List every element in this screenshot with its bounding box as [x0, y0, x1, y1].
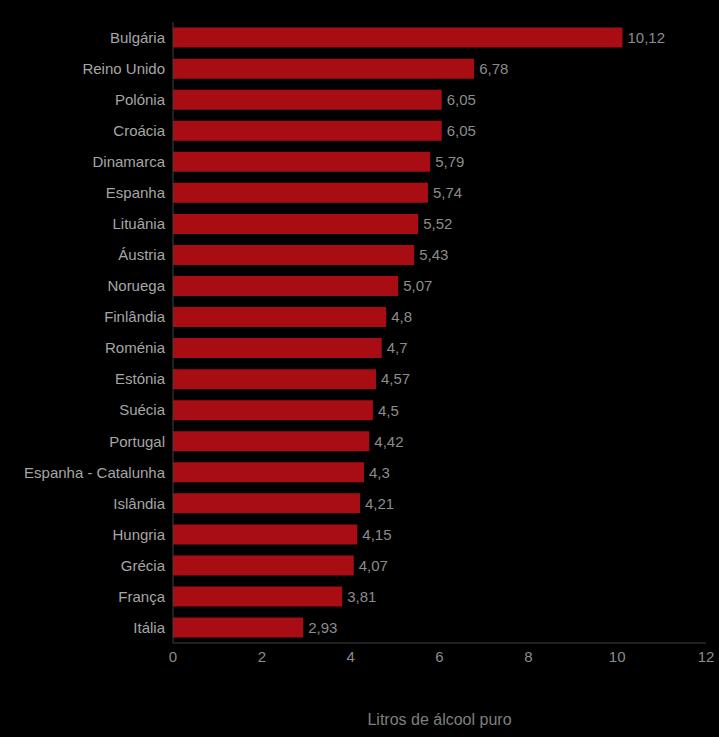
svg-text:6,05: 6,05 [447, 122, 476, 139]
svg-text:Estónia: Estónia [115, 370, 166, 387]
svg-text:Finlândia: Finlândia [104, 308, 166, 325]
svg-text:4,8: 4,8 [391, 308, 412, 325]
svg-text:Noruega: Noruega [107, 277, 165, 294]
svg-text:5,74: 5,74 [433, 184, 462, 201]
svg-text:Islândia: Islândia [113, 495, 165, 512]
svg-text:França: França [118, 588, 165, 605]
svg-text:0: 0 [169, 648, 177, 665]
svg-text:Reino Unido: Reino Unido [82, 60, 165, 77]
svg-text:4,07: 4,07 [359, 557, 388, 574]
svg-text:4,3: 4,3 [369, 464, 390, 481]
svg-text:Hungria: Hungria [112, 526, 165, 543]
svg-text:Portugal: Portugal [109, 433, 165, 450]
svg-text:4,15: 4,15 [362, 526, 391, 543]
svg-text:Litros de álcool puro: Litros de álcool puro [367, 711, 511, 728]
svg-text:Grécia: Grécia [121, 557, 166, 574]
svg-text:4,57: 4,57 [381, 370, 410, 387]
svg-text:Roménia: Roménia [105, 339, 166, 356]
svg-text:10: 10 [609, 648, 626, 665]
svg-text:12: 12 [698, 648, 715, 665]
svg-text:6,05: 6,05 [447, 91, 476, 108]
svg-text:8: 8 [524, 648, 532, 665]
svg-text:4,5: 4,5 [378, 402, 399, 419]
svg-text:Áustria: Áustria [118, 246, 165, 263]
svg-text:5,52: 5,52 [423, 215, 452, 232]
svg-text:Polónia: Polónia [115, 91, 166, 108]
svg-text:5,07: 5,07 [403, 277, 432, 294]
svg-text:2: 2 [258, 648, 266, 665]
svg-text:5,79: 5,79 [435, 153, 464, 170]
svg-text:Espanha: Espanha [106, 184, 166, 201]
svg-text:4: 4 [346, 648, 354, 665]
svg-text:Lituânia: Lituânia [112, 215, 165, 232]
svg-text:4,21: 4,21 [365, 495, 394, 512]
svg-text:Dinamarca: Dinamarca [92, 153, 165, 170]
svg-text:10,12: 10,12 [627, 29, 665, 46]
svg-text:Espanha - Catalunha: Espanha - Catalunha [24, 464, 166, 481]
svg-text:2,93: 2,93 [308, 619, 337, 636]
svg-text:4,7: 4,7 [387, 339, 408, 356]
svg-text:6: 6 [435, 648, 443, 665]
svg-text:5,43: 5,43 [419, 246, 448, 263]
svg-text:Croácia: Croácia [113, 122, 165, 139]
svg-text:Itália: Itália [133, 619, 165, 636]
svg-text:4,42: 4,42 [374, 433, 403, 450]
svg-text:Bulgária: Bulgária [110, 29, 166, 46]
svg-text:Suécia: Suécia [119, 401, 166, 418]
svg-text:3,81: 3,81 [347, 588, 376, 605]
svg-text:6,78: 6,78 [479, 60, 508, 77]
